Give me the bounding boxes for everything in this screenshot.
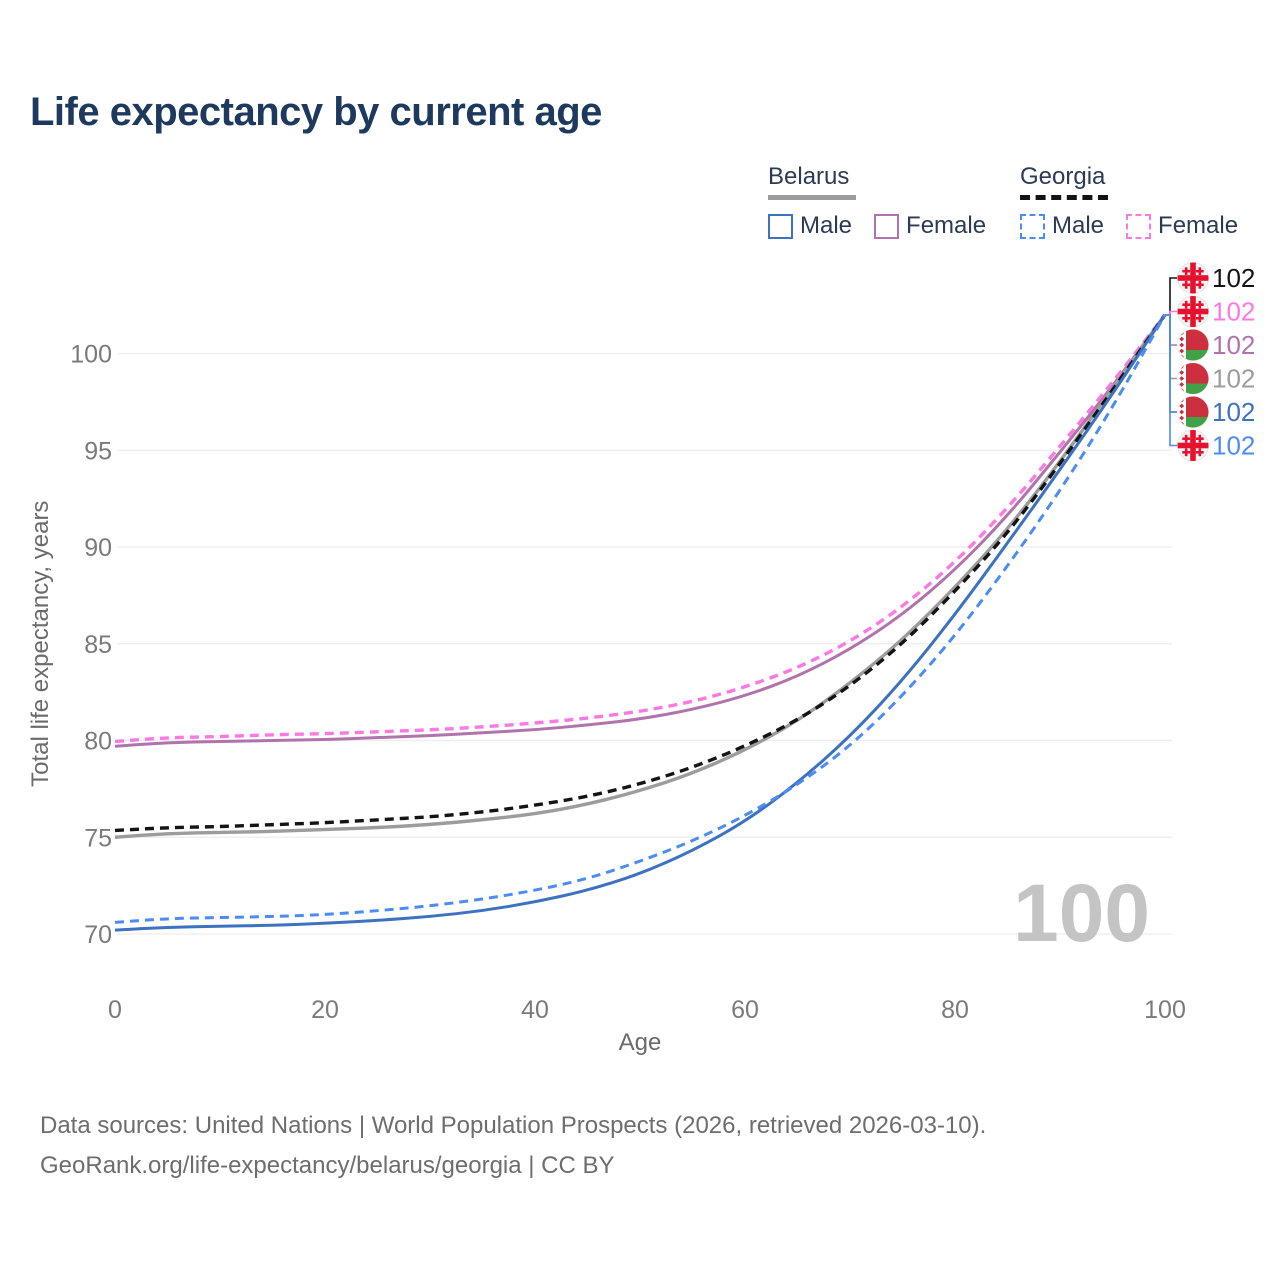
end-connector-belarus-female <box>1165 314 1177 346</box>
x-axis-title: Age <box>619 1029 662 1056</box>
y-tick-80: 80 <box>84 728 112 756</box>
end-connector-belarus-total <box>1165 314 1177 380</box>
flag-belarus-icon <box>1177 329 1209 361</box>
x-tick-20: 20 <box>311 996 339 1024</box>
footer-data-sources: Data sources: United Nations | World Pop… <box>40 1112 987 1139</box>
legend-country-georgia: Georgia <box>1020 163 1106 190</box>
footer-attribution: GeoRank.org/life-expectancy/belarus/geor… <box>40 1152 615 1179</box>
x-tick-80: 80 <box>941 996 969 1024</box>
y-tick-100: 100 <box>70 341 112 369</box>
legend-label-georgia-female: Female <box>1158 212 1239 239</box>
series-line-belarus-female <box>114 313 1167 748</box>
legend-item-georgia-male[interactable]: Male <box>1020 212 1104 240</box>
footer: Data sources: United Nations | World Pop… <box>40 1106 986 1186</box>
legend-group-belarus: Belarus Male Female <box>768 163 1008 240</box>
georgia-male-checkbox[interactable] <box>1020 213 1045 239</box>
x-tick-100: 100 <box>1144 996 1186 1024</box>
x-tick-0: 0 <box>108 996 122 1024</box>
end-value-belarus-female: 102 <box>1212 330 1255 360</box>
end-connector-georgia-total <box>1165 277 1177 316</box>
end-connector-belarus-male <box>1165 314 1177 413</box>
legend-label-georgia-male: Male <box>1052 212 1105 239</box>
series-line-georgia-female <box>114 313 1167 744</box>
legend-row-georgia: Male Female <box>1020 212 1260 240</box>
georgia-line-style-sample <box>1020 195 1108 200</box>
x-tick-40: 40 <box>521 996 549 1024</box>
y-axis-title: Total life expectancy, years <box>27 501 54 787</box>
flag-georgia-icon <box>1177 262 1209 294</box>
y-tick-90: 90 <box>84 534 112 562</box>
series-line-belarus-total <box>114 313 1167 839</box>
end-value-georgia-total: 102 <box>1212 263 1255 293</box>
legend-label-belarus-male: Male <box>800 212 853 239</box>
series-line-georgia-male <box>114 314 1167 924</box>
belarus-female-checkbox[interactable] <box>874 213 900 239</box>
flag-georgia-icon <box>1177 295 1209 328</box>
series-line-belarus-male <box>114 313 1167 932</box>
end-connector-georgia-male <box>1165 314 1177 447</box>
flag-belarus-icon <box>1177 362 1209 395</box>
page-title: Life expectancy by current age <box>30 90 602 134</box>
y-tick-75: 75 <box>84 824 112 852</box>
legend-item-belarus-female[interactable]: Female <box>874 212 986 240</box>
legend-label-belarus-female: Female <box>906 212 987 239</box>
legend-country-belarus: Belarus <box>768 163 850 190</box>
legend-group-georgia: Georgia Male Female <box>1020 163 1260 240</box>
series-line-georgia-total <box>114 313 1167 833</box>
end-value-belarus-total: 102 <box>1212 364 1255 394</box>
legend-item-georgia-female[interactable]: Female <box>1126 212 1238 240</box>
belarus-line-style-sample <box>768 195 856 200</box>
end-value-georgia-male: 102 <box>1212 431 1255 461</box>
end-value-belarus-male: 102 <box>1212 397 1255 427</box>
georgia-female-checkbox[interactable] <box>1126 213 1152 239</box>
belarus-male-checkbox[interactable] <box>768 213 793 239</box>
age-watermark: 100 <box>1013 868 1150 959</box>
legend-item-belarus-male[interactable]: Male <box>768 212 852 240</box>
flag-georgia-icon <box>1177 429 1209 462</box>
y-tick-85: 85 <box>84 631 112 659</box>
legend-row-belarus: Male Female <box>768 212 1008 240</box>
y-tick-70: 70 <box>84 921 112 949</box>
y-tick-95: 95 <box>84 437 112 465</box>
end-value-georgia-female: 102 <box>1212 297 1255 327</box>
flag-belarus-icon <box>1177 396 1209 428</box>
x-tick-60: 60 <box>731 996 759 1024</box>
